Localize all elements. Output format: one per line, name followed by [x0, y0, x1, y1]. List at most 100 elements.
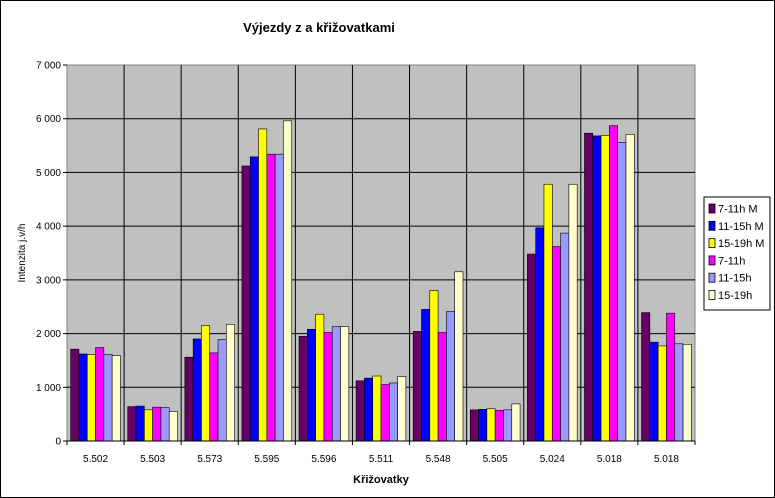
bar	[274, 153, 284, 442]
x-tick-label: 5.505	[483, 454, 508, 465]
bar	[127, 406, 137, 442]
y-tick-label: 7 000	[36, 61, 61, 72]
bar	[584, 132, 594, 442]
bar	[609, 125, 618, 442]
bar	[511, 403, 521, 442]
legend: 7-11h M 11-15h M 15-19h M 7-11h 11-15h 15-19h	[703, 196, 771, 311]
x-tick-label: 5.573	[197, 454, 222, 465]
bar	[70, 348, 80, 442]
bar	[454, 271, 464, 442]
bar	[192, 338, 202, 442]
bar	[478, 409, 488, 442]
bar	[266, 153, 276, 442]
bar	[682, 344, 692, 442]
x-axis-ticks: 5.502 5.503 5.573 5.595 5.596 5.511 5.548 5.505…	[66, 440, 696, 465]
bar	[372, 375, 382, 442]
legend-swatch	[708, 255, 716, 266]
x-tick-label: 5.503	[140, 454, 165, 465]
legend-label: 7-11h	[718, 255, 745, 267]
bar	[226, 324, 235, 442]
bar	[429, 290, 439, 442]
bar	[527, 253, 536, 442]
x-tick-label: 5.502	[83, 454, 108, 465]
y-axis-title: Intenzita j.v/h	[17, 224, 28, 283]
bar	[152, 406, 162, 442]
bar	[144, 409, 153, 442]
legend-swatch	[708, 290, 716, 300]
bar	[380, 384, 390, 442]
bar	[592, 135, 602, 442]
bar	[617, 142, 627, 442]
bar	[560, 232, 570, 442]
y-tick-label: 1 000	[36, 383, 61, 394]
legend-swatch	[708, 220, 716, 231]
y-tick-label: 2 000	[36, 329, 61, 340]
x-axis-title: Křižovatky	[353, 474, 410, 486]
bar	[397, 376, 407, 442]
legend-label: 15-19h M	[718, 238, 764, 250]
bar	[307, 328, 316, 442]
legend-swatch	[708, 272, 716, 283]
bar	[543, 183, 553, 442]
bar	[217, 339, 227, 442]
bar	[298, 335, 308, 442]
x-tick-label: 5.595	[254, 454, 279, 465]
y-axis-ticks: 0 1 000 2 000 3 000 4 000 5 000 6 000 7 000	[36, 61, 67, 448]
bar	[103, 354, 113, 442]
legend-label: 15-19h	[718, 290, 752, 302]
vertical-gridlines	[123, 65, 639, 441]
y-tick-label: 4 000	[36, 222, 61, 233]
bar	[160, 407, 170, 442]
bar	[437, 332, 447, 442]
legend-swatch	[708, 238, 716, 249]
bar	[315, 313, 325, 442]
bar	[168, 411, 178, 442]
y-tick-label: 5 000	[36, 168, 61, 179]
bar	[657, 345, 667, 442]
legend-label: 11-15h M	[718, 221, 764, 233]
x-tick-label: 5.511	[369, 454, 394, 465]
bar	[95, 347, 105, 442]
bar	[86, 354, 96, 442]
x-tick-label: 5.024	[540, 454, 565, 465]
bar	[111, 355, 121, 442]
bar	[241, 165, 251, 442]
x-tick-label: 5.548	[426, 454, 451, 465]
y-tick-label: 3 000	[36, 275, 61, 286]
legend-label: 11-15h	[718, 273, 751, 285]
bar	[201, 325, 211, 442]
bar	[135, 405, 145, 442]
x-tick-label: 5.018	[654, 454, 679, 465]
bars	[70, 120, 692, 442]
bar	[331, 326, 341, 442]
bar	[600, 135, 610, 442]
x-tick-label: 5.018	[597, 454, 622, 465]
bar	[535, 227, 545, 442]
bar	[649, 341, 659, 442]
bar	[551, 246, 561, 442]
bar	[388, 382, 398, 442]
bar	[412, 331, 422, 442]
bar	[340, 326, 350, 442]
bar	[258, 128, 268, 442]
bar	[568, 183, 578, 442]
bar	[421, 309, 431, 442]
bar	[641, 312, 651, 442]
bar	[209, 352, 219, 442]
legend-label: 7-11h M	[718, 204, 758, 216]
bar	[625, 133, 635, 442]
bar	[666, 312, 676, 442]
bar	[446, 311, 455, 442]
bar	[78, 353, 88, 442]
bar	[184, 356, 194, 442]
bar	[469, 409, 479, 442]
x-tick-label: 5.596	[311, 454, 336, 465]
bar	[364, 377, 373, 442]
y-tick-label: 0	[55, 437, 61, 448]
bar	[486, 408, 496, 442]
bar	[283, 120, 293, 442]
chart-title: Výjezdy z a křižovatkami	[243, 20, 395, 35]
bar	[249, 156, 259, 442]
bar	[674, 343, 684, 442]
